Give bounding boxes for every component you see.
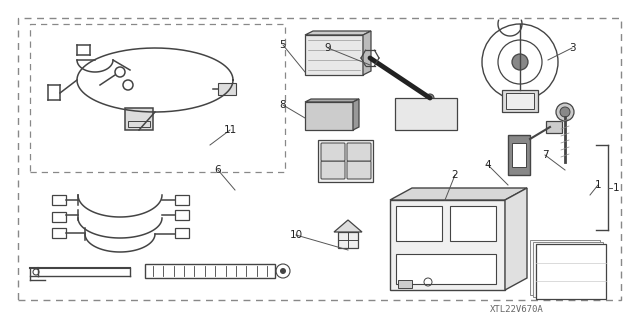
Text: 4: 4 xyxy=(484,160,492,170)
Polygon shape xyxy=(363,31,371,75)
Bar xyxy=(536,244,606,299)
Text: 6: 6 xyxy=(214,165,221,175)
Circle shape xyxy=(556,103,574,121)
Polygon shape xyxy=(390,188,527,200)
Bar xyxy=(18,18,621,300)
Polygon shape xyxy=(305,31,371,35)
Bar xyxy=(396,254,496,284)
Bar xyxy=(175,210,189,220)
Polygon shape xyxy=(305,102,353,130)
Bar xyxy=(175,195,189,205)
Text: 8: 8 xyxy=(280,100,286,110)
Bar xyxy=(52,195,66,205)
Circle shape xyxy=(560,107,570,117)
Bar xyxy=(502,90,538,112)
Bar xyxy=(52,212,66,222)
Polygon shape xyxy=(305,35,363,75)
FancyBboxPatch shape xyxy=(321,143,345,161)
Bar xyxy=(512,143,526,167)
Bar xyxy=(318,140,373,182)
Polygon shape xyxy=(305,99,359,102)
Bar xyxy=(52,228,66,238)
Text: 1: 1 xyxy=(595,180,602,190)
Bar xyxy=(546,121,562,133)
Text: 11: 11 xyxy=(223,125,237,135)
Text: 9: 9 xyxy=(324,43,332,53)
Circle shape xyxy=(512,54,528,70)
Polygon shape xyxy=(395,98,457,130)
Bar xyxy=(533,242,603,297)
Bar xyxy=(508,135,530,175)
Text: XTL22V670A: XTL22V670A xyxy=(490,306,544,315)
Bar xyxy=(450,206,496,241)
Text: 7: 7 xyxy=(541,150,548,160)
Text: 1: 1 xyxy=(612,183,620,193)
Bar xyxy=(398,280,412,288)
Bar xyxy=(128,121,150,127)
FancyBboxPatch shape xyxy=(347,161,371,179)
Bar xyxy=(145,264,275,278)
Text: 5: 5 xyxy=(280,40,286,50)
Bar xyxy=(530,240,600,295)
Bar xyxy=(30,24,285,172)
FancyBboxPatch shape xyxy=(321,161,345,179)
Bar xyxy=(506,93,534,109)
Circle shape xyxy=(280,268,286,274)
Polygon shape xyxy=(390,200,505,290)
Bar xyxy=(175,228,189,238)
Polygon shape xyxy=(334,220,362,232)
Bar xyxy=(125,108,153,130)
Bar xyxy=(536,244,606,299)
Text: 3: 3 xyxy=(569,43,575,53)
Bar xyxy=(396,206,442,241)
Text: 2: 2 xyxy=(452,170,458,180)
Polygon shape xyxy=(353,99,359,130)
Text: 10: 10 xyxy=(289,230,303,240)
Bar xyxy=(218,83,236,95)
Polygon shape xyxy=(505,188,527,290)
FancyBboxPatch shape xyxy=(347,143,371,161)
Bar xyxy=(338,232,358,248)
Circle shape xyxy=(426,94,434,102)
